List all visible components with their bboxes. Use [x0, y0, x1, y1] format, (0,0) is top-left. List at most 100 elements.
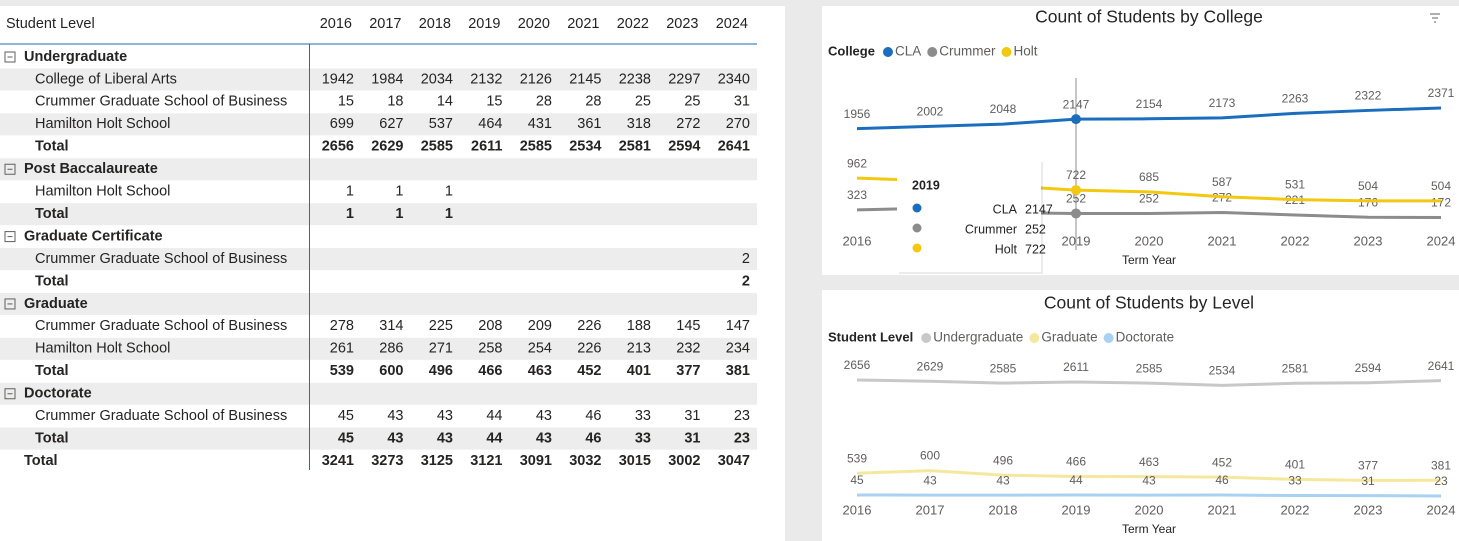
cell-value: 226 [577, 318, 601, 334]
x-tick-label: 2016 [843, 233, 872, 248]
cell-value: 232 [676, 341, 700, 357]
cell-value: 2641 [718, 139, 750, 155]
x-axis-title: Term Year [1122, 253, 1176, 267]
data-label: 2611 [1063, 360, 1089, 374]
data-label: 600 [920, 449, 940, 463]
total-label: Total [35, 206, 69, 222]
group-label: Post Baccalaureate [24, 161, 158, 177]
data-label: 504 [1431, 179, 1451, 193]
cell-value: 18 [387, 94, 403, 110]
cell-value: 46 [585, 408, 601, 424]
data-label: 46 [1215, 473, 1229, 487]
x-tick-label: 2022 [1281, 502, 1310, 517]
hover-point [1071, 114, 1081, 125]
expand-icon[interactable] [4, 388, 16, 400]
cell-value: 314 [379, 318, 403, 334]
icon-box [4, 388, 16, 400]
cell-value: 33 [635, 408, 651, 424]
cell-value: 3032 [569, 453, 601, 469]
cell-value: 463 [528, 363, 552, 379]
hover-point [1071, 208, 1081, 219]
column-header: 2019 [468, 16, 500, 32]
cell-value: 2297 [668, 71, 700, 87]
cell-value: 3015 [619, 453, 651, 469]
series-line [856, 106, 1442, 131]
cell-value: 28 [536, 94, 552, 110]
data-label: 2173 [1209, 96, 1236, 110]
data-label: 2371 [1428, 86, 1455, 100]
legend-marker [882, 47, 893, 57]
cell-value: 234 [726, 341, 750, 357]
cell-value: 2656 [322, 139, 354, 155]
cell-value: 43 [437, 408, 453, 424]
cell-value: 2611 [471, 139, 502, 155]
column-header: 2024 [716, 16, 748, 32]
cell-value: 537 [429, 116, 453, 132]
cell-value: 226 [577, 341, 601, 357]
expand-icon[interactable] [4, 51, 16, 63]
x-tick-label: 2024 [1427, 502, 1456, 517]
series-line [856, 378, 1442, 387]
column-header: 2020 [518, 16, 550, 32]
data-label: 172 [1431, 196, 1451, 210]
cell-value: 2 [742, 251, 750, 267]
cell-value: 361 [577, 116, 601, 132]
data-label: 2147 [1063, 97, 1090, 111]
cell-value: 44 [486, 408, 502, 424]
cell-value: 431 [528, 116, 552, 132]
row-label: College of Liberal Arts [35, 71, 177, 87]
data-label: 463 [1139, 455, 1159, 469]
cell-value: 272 [676, 116, 700, 132]
data-label: 2585 [1136, 361, 1163, 375]
cell-value: 188 [627, 318, 651, 334]
data-label: 962 [847, 156, 867, 170]
tooltip [897, 160, 1041, 272]
column-header: 2021 [567, 16, 599, 32]
tooltip-title: 2019 [912, 178, 940, 192]
data-label: 23 [1434, 474, 1448, 488]
column-header: 2017 [369, 16, 401, 32]
cell-value: 1 [346, 206, 354, 222]
cell-value: 466 [478, 363, 502, 379]
legend-label: Holt [1013, 44, 1037, 59]
cell-value: 45 [338, 430, 354, 446]
icon-box [4, 298, 16, 310]
total-label: Total [35, 273, 69, 289]
cell-value: 43 [387, 408, 403, 424]
cell-value: 2594 [668, 139, 700, 155]
data-label: 2585 [990, 361, 1017, 375]
x-tick-label: 2023 [1354, 233, 1383, 248]
cell-value: 278 [330, 318, 354, 334]
group-label: Graduate Certificate [24, 228, 163, 244]
cell-value: 23 [734, 430, 750, 446]
cell-value: 600 [379, 363, 403, 379]
legend-label: Doctorate [1116, 330, 1175, 345]
data-label: 33 [1288, 474, 1302, 488]
row-band [0, 248, 757, 271]
filter-icon[interactable] [1430, 13, 1440, 23]
cell-value: 401 [627, 363, 651, 379]
legend-label: Graduate [1041, 330, 1097, 345]
legend-marker [1029, 333, 1040, 343]
cell-value: 699 [330, 116, 354, 132]
data-label: 531 [1285, 178, 1305, 192]
tooltip-marker [912, 223, 922, 233]
total-label: Total [35, 430, 69, 446]
data-label: 2048 [990, 102, 1017, 116]
x-tick-label: 2023 [1354, 502, 1383, 517]
expand-icon[interactable] [4, 163, 16, 175]
data-label: 43 [1142, 473, 1156, 487]
cell-value: 14 [437, 94, 453, 110]
data-label: 2534 [1209, 364, 1236, 378]
legend-label: Undergraduate [933, 330, 1023, 345]
cell-value: 258 [478, 341, 502, 357]
row-band [0, 113, 757, 136]
cell-value: 1 [445, 206, 453, 222]
expand-icon[interactable] [4, 231, 16, 243]
legend-marker [1001, 47, 1012, 57]
grand-label: Total [24, 453, 58, 469]
data-label: 43 [923, 473, 937, 487]
data-label: 31 [1361, 474, 1375, 488]
data-label: 45 [850, 473, 864, 487]
expand-icon[interactable] [4, 298, 16, 310]
